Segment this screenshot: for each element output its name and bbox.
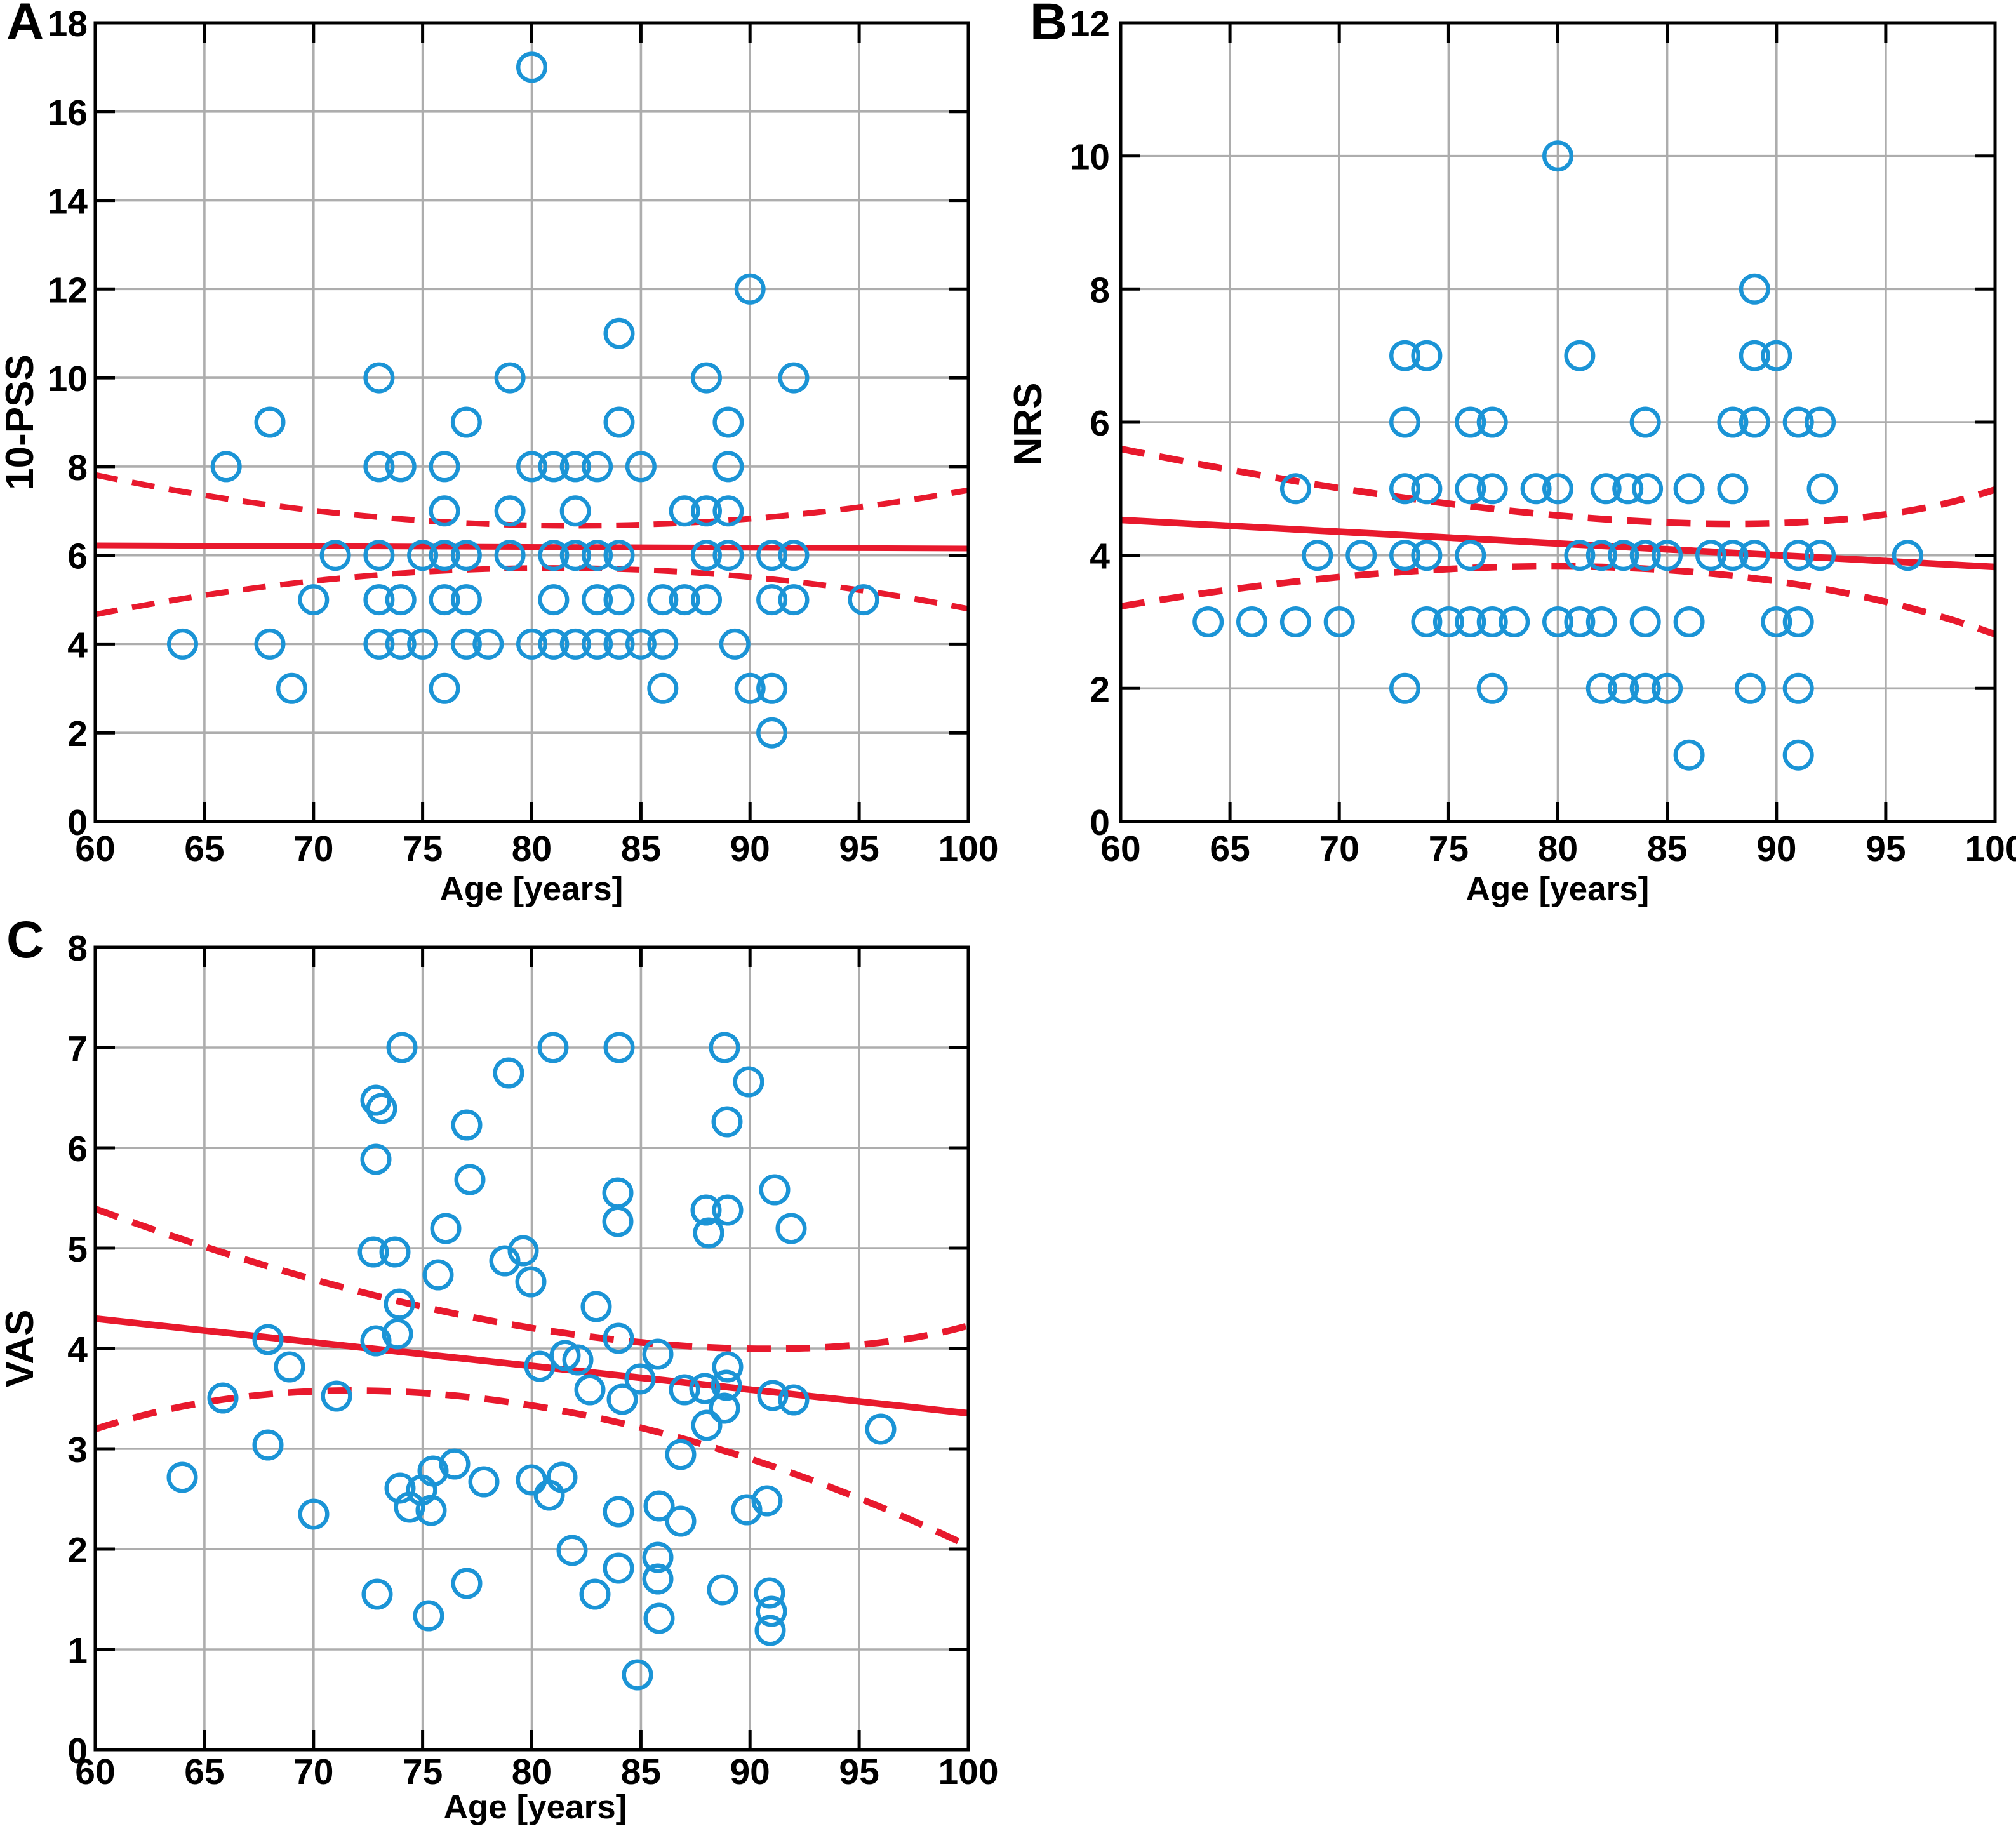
svg-text:80: 80 [512, 1752, 552, 1792]
svg-text:100: 100 [938, 1752, 998, 1792]
svg-text:8: 8 [1090, 270, 1110, 310]
svg-text:8: 8 [67, 928, 88, 969]
svg-text:6: 6 [67, 536, 88, 577]
svg-text:14: 14 [48, 182, 88, 222]
svg-text:95: 95 [839, 1752, 879, 1792]
svg-text:100: 100 [938, 829, 998, 869]
svg-text:70: 70 [1319, 829, 1359, 869]
svg-text:90: 90 [730, 1752, 770, 1792]
svg-text:65: 65 [184, 1752, 224, 1792]
svg-text:2: 2 [67, 1530, 88, 1571]
svg-text:7: 7 [67, 1029, 88, 1069]
svg-text:16: 16 [48, 93, 88, 133]
svg-text:5: 5 [67, 1229, 88, 1270]
svg-text:75: 75 [1429, 829, 1469, 869]
svg-text:70: 70 [293, 1752, 333, 1792]
svg-text:90: 90 [730, 829, 770, 869]
svg-text:80: 80 [512, 829, 552, 869]
svg-text:75: 75 [403, 829, 443, 869]
svg-text:0: 0 [1090, 802, 1110, 843]
svg-text:NRS: NRS [1006, 383, 1050, 466]
svg-text:12: 12 [1070, 4, 1110, 44]
svg-text:4: 4 [67, 625, 88, 665]
svg-text:6: 6 [67, 1129, 88, 1169]
svg-text:100: 100 [1965, 829, 2016, 869]
svg-text:70: 70 [293, 829, 333, 869]
svg-text:10: 10 [48, 359, 88, 399]
svg-text:Age [years]: Age [years] [440, 870, 624, 908]
svg-text:4: 4 [1090, 536, 1110, 577]
svg-text:0: 0 [67, 1731, 88, 1771]
svg-text:95: 95 [839, 829, 879, 869]
svg-text:A: A [6, 0, 44, 51]
svg-text:95: 95 [1866, 829, 1906, 869]
svg-text:65: 65 [184, 829, 224, 869]
svg-text:65: 65 [1210, 829, 1250, 869]
svg-text:18: 18 [48, 4, 88, 44]
svg-text:85: 85 [621, 1752, 661, 1792]
svg-text:6: 6 [1090, 403, 1110, 444]
svg-text:8: 8 [67, 448, 88, 488]
svg-text:3: 3 [67, 1430, 88, 1470]
svg-text:C: C [6, 911, 44, 969]
svg-text:80: 80 [1538, 829, 1578, 869]
svg-text:2: 2 [67, 714, 88, 754]
svg-text:60: 60 [75, 829, 115, 869]
svg-text:Age [years]: Age [years] [444, 1788, 627, 1826]
svg-text:2: 2 [1090, 669, 1110, 710]
svg-text:10-PSS: 10-PSS [0, 354, 42, 490]
svg-text:85: 85 [621, 829, 661, 869]
svg-text:4: 4 [67, 1329, 88, 1370]
svg-text:12: 12 [48, 270, 88, 310]
svg-text:0: 0 [67, 802, 88, 843]
svg-text:Age [years]: Age [years] [1466, 870, 1650, 908]
svg-text:60: 60 [1100, 829, 1140, 869]
svg-text:VAS: VAS [0, 1310, 42, 1388]
svg-text:B: B [1030, 0, 1067, 51]
svg-text:75: 75 [403, 1752, 443, 1792]
svg-text:10: 10 [1070, 137, 1110, 178]
svg-text:60: 60 [75, 1752, 115, 1792]
svg-text:1: 1 [67, 1630, 88, 1671]
svg-text:85: 85 [1647, 829, 1687, 869]
svg-text:90: 90 [1756, 829, 1796, 869]
